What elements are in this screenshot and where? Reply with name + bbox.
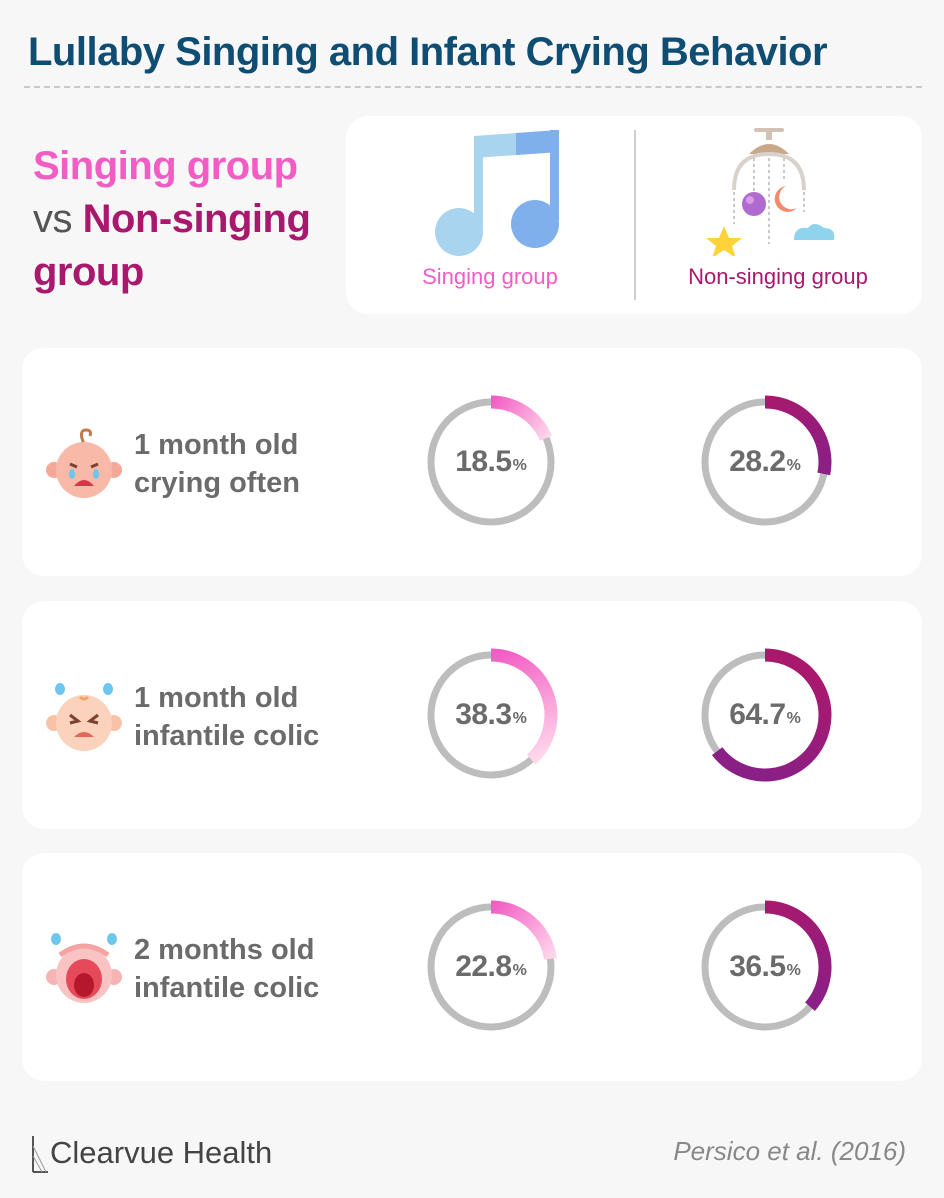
percent-sign: % [512,710,527,727]
upset-baby-icon [46,679,122,760]
row-label-line2: infantile colic [134,972,320,1004]
donut-value: 22.8 [455,950,512,983]
percent-sign: % [786,962,801,979]
donut-arc-non-singing [711,648,832,782]
brand-logo: Clearvue Health [30,1128,272,1178]
row-card-crying-often: 1 month old crying often 18.5% 28.2% [22,348,922,576]
singing-donut: 22.8% [424,900,558,1034]
donut-value: 18.5 [455,445,512,478]
donut-arc-singing [490,648,558,765]
singing-donut: 18.5% [424,395,558,529]
screaming-baby-icon [46,931,122,1012]
row-label-line2: crying often [134,467,300,499]
brand-mark-icon [32,1136,48,1173]
row-card-colic-1-month: 1 month old infantile colic 38.3% 64.7% [22,601,922,829]
row-label-line1: 1 month old [134,682,299,714]
percent-sign: % [512,962,527,979]
row-label: 1 month old infantile colic [134,679,394,755]
percent-sign: % [786,710,801,727]
donut-value: 36.5 [729,950,786,983]
row-card-colic-2-months: 2 months old infantile colic 22.8% 36.5% [22,853,922,1081]
row-label-line1: 1 month old [134,429,299,461]
music-note-icon [434,128,564,261]
donut-arc-singing [490,395,553,442]
donut-arc-singing [490,900,557,960]
heading-singing: Singing group [33,144,298,188]
source-citation: Persico et al. (2016) [673,1136,906,1166]
brand-name: Clearvue Health [50,1135,273,1170]
legend-singing-label: Singing group [422,264,558,289]
non-singing-donut: 36.5% [698,900,832,1034]
baby-mobile-icon [694,128,844,261]
percent-sign: % [512,457,527,474]
donut-value: 64.7 [729,698,786,731]
donut-value: 38.3 [455,698,512,731]
legend-card: Singing group Non-singing group [346,116,922,314]
legend-divider [634,130,636,300]
comparison-heading: Singing group vs Non-singing group [33,140,343,299]
title-divider [24,86,922,88]
non-singing-donut: 64.7% [698,648,832,782]
row-label: 1 month old crying often [134,426,394,502]
heading-vs: vs [33,197,73,241]
row-label-line1: 2 months old [134,934,315,966]
donut-value: 28.2 [729,445,786,478]
heading-non-singing: Non-singing group [33,197,311,294]
singing-donut: 38.3% [424,648,558,782]
row-label-line2: infantile colic [134,720,320,752]
non-singing-donut: 28.2% [698,395,832,529]
legend-non-singing-label: Non-singing group [688,264,868,289]
crying-baby-icon [46,426,122,507]
row-label: 2 months old infantile colic [134,931,394,1007]
percent-sign: % [786,457,801,474]
page-title: Lullaby Singing and Infant Crying Behavi… [28,30,828,74]
donut-arc-non-singing [764,900,832,1011]
donut-arc-non-singing [764,395,832,476]
